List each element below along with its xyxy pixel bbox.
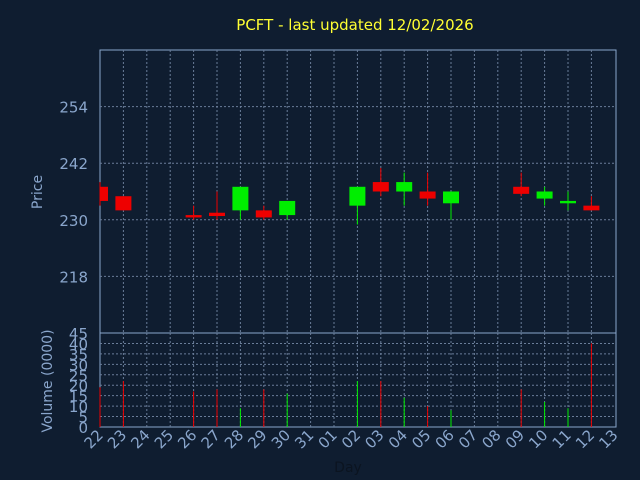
candle-body — [349, 186, 366, 206]
x-tick-label: 02 — [338, 426, 364, 452]
x-tick-label: 07 — [455, 426, 481, 452]
x-tick-label: 25 — [151, 426, 177, 452]
volume-tick-label: 5 — [78, 409, 88, 427]
volume-tick-label: 15 — [69, 388, 88, 406]
candle-body — [115, 196, 132, 211]
price-tick-label: 230 — [59, 212, 88, 230]
x-tick-label: 30 — [268, 426, 294, 452]
candle-body — [560, 200, 576, 204]
x-tick-label: 10 — [525, 426, 551, 452]
volume-tick-label: 45 — [69, 325, 88, 343]
x-tick-label: 06 — [432, 426, 458, 452]
grid-lines — [100, 50, 616, 427]
candle-body — [100, 186, 108, 201]
volume-tick-label: 35 — [69, 346, 88, 364]
volume-tick-label: 40 — [69, 335, 88, 353]
volume-tick-label: 30 — [69, 356, 88, 374]
price-tick-label: 254 — [59, 99, 88, 117]
x-tick-label: 09 — [502, 426, 528, 452]
x-tick-label: 23 — [104, 426, 130, 452]
x-tick-label: 11 — [549, 426, 575, 452]
volume-bars — [99, 343, 592, 427]
volume-plot-area — [99, 332, 617, 428]
candle-body — [372, 182, 389, 192]
x-tick-labels: 2223242526272829303101020304050607080910… — [81, 426, 622, 452]
chart-title: PCFT - last updated 12/02/2026 — [236, 16, 473, 34]
x-tick-label: 04 — [385, 426, 411, 452]
candle-body — [255, 210, 272, 218]
candle-body — [419, 191, 436, 199]
x-tick-label: 31 — [291, 426, 317, 452]
candle-body — [443, 191, 459, 204]
volume-tick-label: 20 — [69, 377, 88, 395]
candle-body — [185, 215, 202, 218]
y-axis-label-price: Price — [30, 175, 46, 209]
x-tick-label: 03 — [361, 426, 387, 452]
candle-body — [396, 182, 413, 192]
candle-body — [209, 212, 225, 217]
candle-body — [232, 186, 249, 211]
volume-tick-label: 0 — [78, 419, 88, 437]
x-tick-label: 05 — [408, 426, 434, 452]
x-tick-label: 01 — [315, 426, 341, 452]
x-tick-label: 27 — [198, 426, 224, 452]
candle-body — [536, 191, 553, 199]
x-tick-label: 08 — [478, 426, 504, 452]
x-axis-label: Day — [334, 460, 362, 476]
candle-body — [583, 205, 600, 211]
volume-tick-label: 25 — [69, 367, 88, 385]
price-tick-label: 218 — [59, 268, 88, 286]
candle-body — [279, 200, 296, 216]
x-tick-label: 13 — [595, 426, 621, 452]
x-tick-label: 28 — [221, 426, 247, 452]
x-tick-label: 26 — [174, 426, 200, 452]
candles — [99, 167, 600, 225]
x-tick-label: 24 — [127, 426, 153, 452]
candle-body — [513, 186, 530, 194]
x-tick-label: 12 — [572, 426, 598, 452]
volume-tick-label: 10 — [69, 398, 88, 416]
price-tick-label: 242 — [59, 155, 88, 173]
x-tick-label: 29 — [244, 426, 270, 452]
y-axis-label-volume: Volume (0000) — [40, 329, 56, 432]
price-tick-labels: 218 230 242 254 — [59, 99, 88, 287]
